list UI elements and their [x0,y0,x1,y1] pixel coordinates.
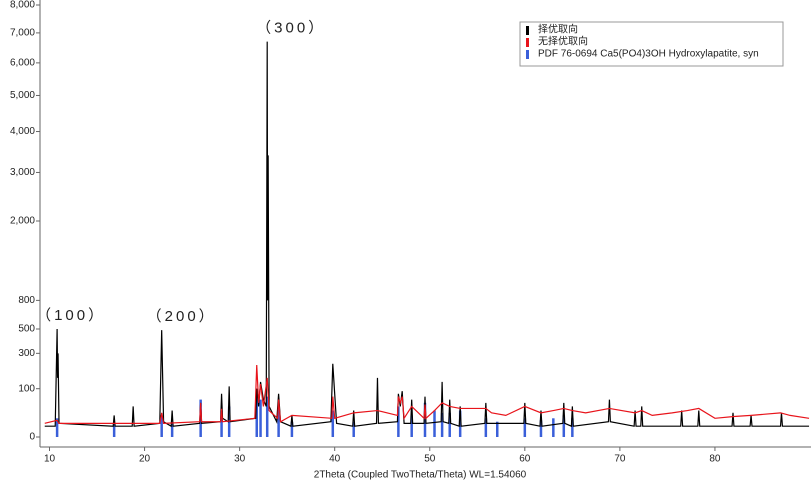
legend-swatch [526,50,529,59]
legend [519,21,784,67]
x-tick-label: 10 [44,454,56,465]
y-tick-label: 800 [18,295,35,306]
y-tick-label: 7,000 [10,28,35,39]
annotation: （200） [147,308,217,325]
y-tick-label: 6,000 [10,58,35,69]
legend-label: 择优取向 [538,23,578,36]
y-tick-label: 300 [18,348,35,359]
x-axis-label: 2Theta (Coupled TwoTheta/Theta) WL=1.540… [314,470,527,481]
legend-label: PDF 76-0694 Ca5(PO4)3OH Hydroxylapatite,… [538,49,759,60]
y-tick-label: 500 [18,324,35,335]
legend-label: 无择优取向 [538,35,588,48]
legend-swatch [526,26,529,35]
data-line [44,365,810,424]
x-tick-label: 20 [139,454,151,465]
y-tick-label: 5,000 [10,90,35,101]
y-tick-label: 100 [18,383,35,394]
y-tick-label: 0 [29,432,35,443]
x-tick-label: 30 [234,454,246,465]
annotation: （100） [36,307,106,324]
x-tick-label: 60 [519,454,531,465]
annotation: （300） [256,20,326,37]
x-tick-label: 40 [329,454,341,465]
x-tick-label: 70 [614,454,626,465]
x-tick-label: 80 [709,454,721,465]
x-tick-label: 50 [424,454,436,465]
y-tick-label: 3,000 [10,167,35,178]
y-tick-label: 8,000 [10,0,35,11]
y-tick-label: 4,000 [10,126,35,137]
legend-swatch [526,38,529,47]
y-tick-label: 2,000 [10,216,35,227]
